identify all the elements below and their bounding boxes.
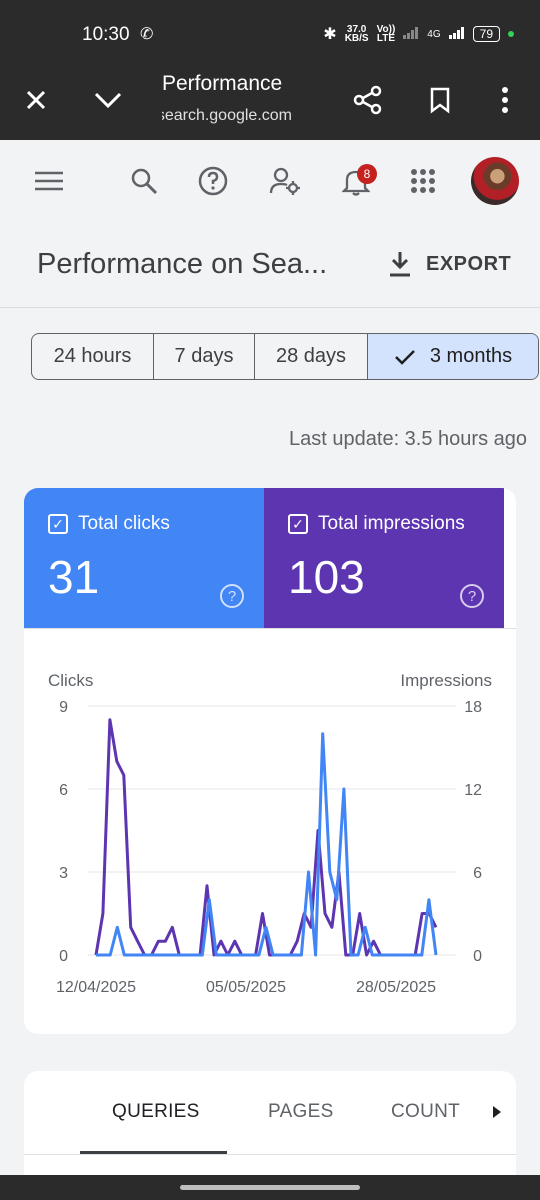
x-tick-label: 12/04/2025	[56, 979, 136, 996]
avatar[interactable]	[471, 157, 519, 205]
battery-indicator: 79	[472, 26, 500, 42]
navigation-bar	[0, 1175, 540, 1200]
app-header: 8	[0, 140, 540, 222]
tab-queries[interactable]: QUERIES	[112, 1101, 200, 1122]
right-tick-label: 0	[473, 948, 482, 965]
status-bar: 10:30 ✆ ✱ 37.0 KB/S Vo)) LTE 4G 79	[0, 0, 540, 62]
tab-count[interactable]: COUNT	[391, 1101, 461, 1122]
right-axis-label: Impressions	[400, 671, 492, 690]
volte-indicator: Vo)) LTE	[376, 24, 396, 44]
privacy-dot	[508, 31, 514, 37]
chevron-down-icon[interactable]	[88, 80, 128, 120]
browser-title: Performance	[162, 72, 283, 95]
share-icon[interactable]	[348, 80, 388, 120]
card-divider	[24, 628, 516, 629]
browser-url[interactable]: search.google.com	[162, 107, 292, 124]
search-icon[interactable]	[121, 158, 167, 204]
active-tab-indicator	[80, 1151, 227, 1154]
tabs-divider	[24, 1154, 516, 1155]
left-tick-label: 6	[59, 782, 68, 799]
help-icon[interactable]: ?	[460, 584, 484, 608]
range-chip-3-months[interactable]: 3 months	[368, 334, 538, 379]
range-chip-7-days[interactable]: 7 days	[154, 334, 255, 379]
total-clicks-value: 31	[48, 551, 100, 603]
page-title: Performance on Sea...	[37, 248, 328, 280]
notification-badge: 8	[357, 164, 377, 184]
tab-pages[interactable]: PAGES	[268, 1101, 334, 1122]
chevron-right-icon[interactable]	[491, 1105, 503, 1119]
close-icon[interactable]	[16, 80, 56, 120]
left-tick-label: 9	[59, 699, 68, 716]
last-update-text: Last update: 3.5 hours ago	[289, 428, 527, 450]
user-settings-icon[interactable]	[262, 158, 308, 204]
clock: 10:30	[82, 24, 130, 45]
left-axis-label: Clicks	[48, 671, 93, 690]
help-icon[interactable]	[190, 158, 236, 204]
right-tick-label: 18	[464, 699, 482, 716]
export-button[interactable]: EXPORT	[388, 250, 511, 278]
bluetooth-icon: ✱	[323, 26, 337, 43]
checkbox-checked-icon[interactable]: ✓	[288, 514, 308, 534]
total-clicks-card[interactable]: ✓ Total clicks 31 ?	[24, 488, 264, 628]
left-tick-label: 0	[59, 948, 68, 965]
home-gesture-handle[interactable]	[180, 1185, 360, 1190]
total-impressions-value: 103	[288, 551, 365, 603]
page-title-row: Performance on Sea... EXPORT	[0, 222, 540, 308]
more-options-icon[interactable]	[485, 80, 525, 120]
total-clicks-label: Total clicks	[78, 513, 170, 534]
status-icons: ✱ 37.0 KB/S Vo)) LTE 4G 79	[323, 24, 514, 44]
signal-icon-2	[448, 26, 465, 42]
range-chip-28-days[interactable]: 28 days	[255, 334, 368, 379]
series-line-impressions	[94, 718, 438, 957]
call-icon: ✆	[140, 26, 154, 43]
browser-toolbar: Performance search.google.com	[0, 62, 540, 140]
total-impressions-card[interactable]: ✓ Total impressions 103 ?	[264, 488, 504, 628]
network-speed: 37.0 KB/S	[344, 24, 369, 44]
bookmark-icon[interactable]	[420, 80, 460, 120]
date-range-selector: 24 hours 7 days 28 days 3 months	[31, 333, 539, 380]
performance-card: ✓ Total clicks 31 ? ✓ Total impressions …	[24, 488, 516, 1034]
range-chip-24-hours[interactable]: 24 hours	[32, 334, 154, 379]
help-icon[interactable]: ?	[220, 584, 244, 608]
checkbox-checked-icon[interactable]: ✓	[48, 514, 68, 534]
x-tick-label: 28/05/2025	[356, 979, 436, 996]
total-impressions-label: Total impressions	[318, 513, 465, 534]
series-line-clicks	[96, 732, 438, 957]
export-label: EXPORT	[426, 252, 512, 275]
performance-chart: Clicks Impressions 9 18 6 12 3 6 0 0 12/04/2025…	[48, 671, 492, 996]
apps-icon[interactable]	[400, 158, 446, 204]
bell-icon[interactable]: 8	[333, 158, 379, 204]
download-icon	[390, 252, 410, 277]
menu-icon[interactable]	[26, 158, 72, 204]
x-tick-label: 05/05/2025	[206, 979, 286, 996]
right-tick-label: 6	[473, 865, 482, 882]
left-tick-label: 3	[59, 865, 68, 882]
signal-icon	[403, 26, 419, 42]
check-icon	[394, 349, 415, 365]
right-tick-label: 12	[464, 782, 482, 799]
network-type: 4G	[427, 28, 441, 40]
